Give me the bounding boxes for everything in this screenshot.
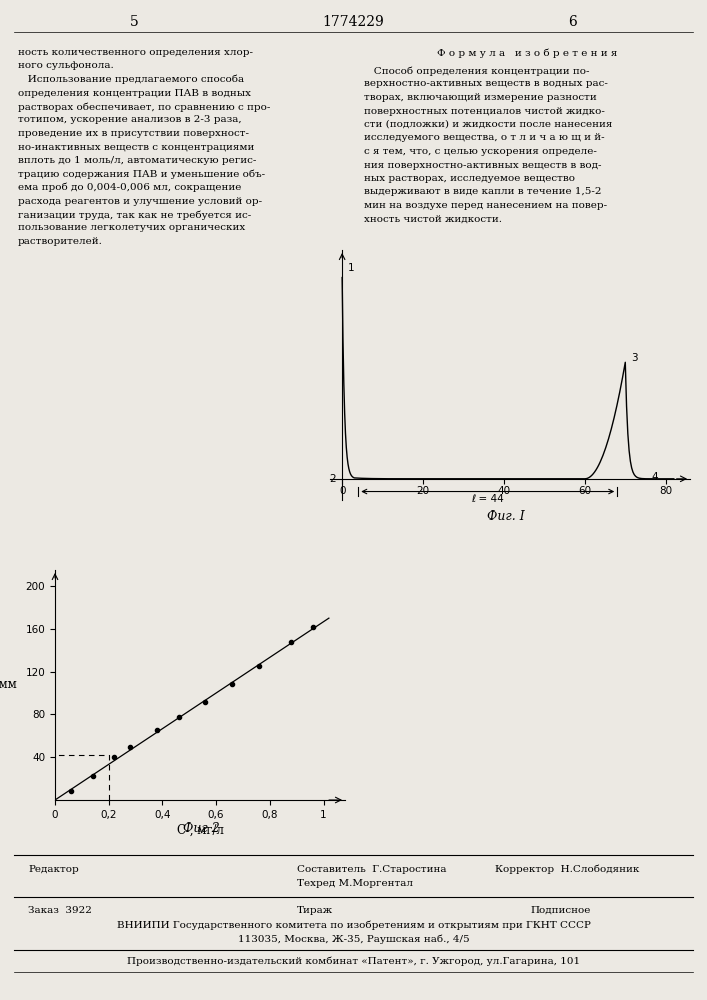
Point	[253, 658, 264, 674]
Text: пользование легколетучих органических: пользование легколетучих органических	[18, 224, 245, 232]
Point	[199, 694, 211, 710]
Text: определения концентрации ПАВ в водных: определения концентрации ПАВ в водных	[18, 89, 251, 98]
Text: 3: 3	[631, 353, 638, 363]
Text: с я тем, что, с целью ускорения определе-: с я тем, что, с целью ускорения определе…	[364, 147, 597, 156]
Text: вплоть до 1 моль/л, автоматическую регис-: вплоть до 1 моль/л, автоматическую регис…	[18, 156, 257, 165]
Text: проведение их в присутствии поверхност-: проведение их в присутствии поверхност-	[18, 129, 249, 138]
Text: 2: 2	[329, 474, 336, 484]
Text: Использование предлагаемого способа: Использование предлагаемого способа	[18, 75, 244, 85]
Text: мин на воздухе перед нанесением на повер-: мин на воздухе перед нанесением на повер…	[364, 201, 607, 210]
Text: Производственно-издательский комбинат «Патент», г. Ужгород, ул.Гагарина, 101: Производственно-издательский комбинат «П…	[127, 957, 580, 966]
Text: Фиг 2: Фиг 2	[183, 822, 220, 835]
Text: Фиг. I: Фиг. I	[486, 510, 525, 523]
Text: ганизации труда, так как не требуется ис-: ганизации труда, так как не требуется ис…	[18, 210, 251, 220]
Text: 5: 5	[130, 15, 139, 29]
Text: ность количественного определения хлор-: ность количественного определения хлор-	[18, 48, 253, 57]
Point	[66, 783, 77, 799]
Point	[87, 768, 98, 784]
Text: тотипом, ускорение анализов в 2-3 раза,: тотипом, ускорение анализов в 2-3 раза,	[18, 115, 242, 124]
Point	[286, 634, 297, 650]
Point	[173, 709, 185, 725]
Text: ВНИИПИ Государственного комитета по изобретениям и открытиям при ГКНТ СССР: ВНИИПИ Государственного комитета по изоб…	[117, 920, 590, 930]
Text: 6: 6	[568, 15, 577, 29]
Text: ных растворах, исследуемое вещество: ных растворах, исследуемое вещество	[364, 174, 575, 183]
Text: хность чистой жидкости.: хность чистой жидкости.	[364, 215, 502, 224]
Point	[108, 749, 119, 765]
Text: Редактор: Редактор	[28, 865, 79, 874]
Text: ния поверхностно-активных веществ в вод-: ния поверхностно-активных веществ в вод-	[364, 160, 602, 169]
Point	[151, 722, 163, 738]
Text: творах, включающий измерение разности: творах, включающий измерение разности	[364, 93, 597, 102]
Text: растворителей.: растворителей.	[18, 237, 103, 246]
Text: 4: 4	[652, 472, 658, 482]
Text: Заказ  3922: Заказ 3922	[28, 906, 92, 915]
Text: Подписное: Подписное	[530, 906, 590, 915]
Point	[226, 676, 238, 692]
Text: ного сульфонола.: ного сульфонола.	[18, 62, 114, 70]
Text: 1774229: 1774229	[322, 15, 385, 29]
Text: Ф о р м у л а   и з о б р е т е н и я: Ф о р м у л а и з о б р е т е н и я	[436, 48, 617, 57]
Text: сти (подложки) и жидкости после нанесения: сти (подложки) и жидкости после нанесени…	[364, 120, 612, 129]
Text: Техред М.Моргентал: Техред М.Моргентал	[297, 879, 413, 888]
X-axis label: C , мг/л: C , мг/л	[177, 824, 223, 837]
Text: Составитель  Г.Старостина: Составитель Г.Старостина	[297, 865, 446, 874]
Point	[124, 739, 136, 755]
Text: Способ определения концентрации по-: Способ определения концентрации по-	[364, 66, 590, 76]
Text: исследуемого вещества, о т л и ч а ю щ и й-: исследуемого вещества, о т л и ч а ю щ и…	[364, 133, 604, 142]
Text: ема проб до 0,004-0,006 мл, сокращение: ема проб до 0,004-0,006 мл, сокращение	[18, 183, 241, 192]
Y-axis label: ℓ, мм: ℓ, мм	[0, 678, 17, 692]
Text: 113035, Москва, Ж-35, Раушская наб., 4/5: 113035, Москва, Ж-35, Раушская наб., 4/5	[238, 934, 469, 944]
Text: поверхностных потенциалов чистой жидко-: поверхностных потенциалов чистой жидко-	[364, 106, 605, 115]
Text: расхода реагентов и улучшение условий ор-: расхода реагентов и улучшение условий ор…	[18, 196, 262, 206]
Text: выдерживают в виде капли в течение 1,5-2: выдерживают в виде капли в течение 1,5-2	[364, 188, 602, 196]
Text: верхностно-активных веществ в водных рас-: верхностно-активных веществ в водных рас…	[364, 80, 608, 89]
Text: но-инактивных веществ с концентрациями: но-инактивных веществ с концентрациями	[18, 142, 255, 151]
Text: Корректор  Н.Слободяник: Корректор Н.Слободяник	[495, 865, 639, 874]
Text: трацию содержания ПАВ и уменьшение объ-: трацию содержания ПАВ и уменьшение объ-	[18, 169, 265, 179]
Point	[307, 619, 318, 635]
Text: Тираж: Тираж	[297, 906, 333, 915]
Text: 1: 1	[349, 263, 355, 273]
Text: растворах обеспечивает, по сравнению с про-: растворах обеспечивает, по сравнению с п…	[18, 102, 270, 111]
Text: ℓ = 44: ℓ = 44	[472, 494, 504, 504]
